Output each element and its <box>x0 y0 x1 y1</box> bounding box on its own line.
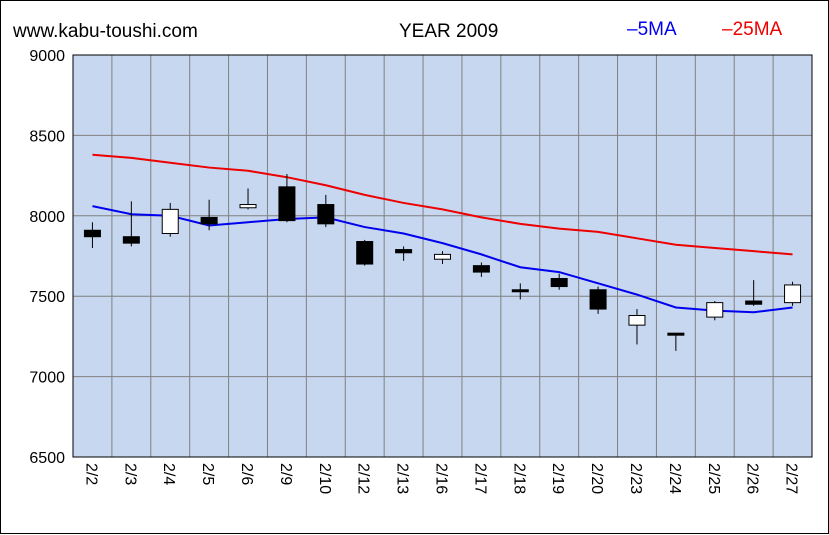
legend-entry-25ma: –25MA <box>722 19 783 40</box>
ma-line-25ma <box>92 153 793 256</box>
legend-entry-5ma: –5MA <box>627 19 677 40</box>
x-tick-label: 2/9 <box>277 463 294 485</box>
candle-body-up <box>784 284 802 304</box>
candle-body-down <box>356 241 374 265</box>
x-tick-label: 2/24 <box>666 463 683 494</box>
x-tick-label: 2/5 <box>199 463 216 485</box>
site-name: www.kabu-toushi.com <box>12 21 198 42</box>
candle-body-down <box>278 186 296 222</box>
candle-body-up <box>628 314 646 326</box>
candle-body-down <box>589 289 607 310</box>
candle-2/5 <box>200 199 218 231</box>
candle-2/6 <box>239 188 257 210</box>
candle-2/23 <box>628 309 646 345</box>
x-axis-labels: 2/2 2/3 2/4 2/5 2/6 2/9 2/10 2/12 2/13 2/16 2/17 2/… <box>82 463 799 494</box>
candle-2/24 <box>667 332 685 351</box>
candle-2/12 <box>356 239 374 266</box>
candle-body-down <box>200 216 218 225</box>
x-tick-label: 2/27 <box>783 463 800 494</box>
x-tick-label: 2/16 <box>433 463 450 494</box>
candle-body-up <box>161 208 179 234</box>
y-tick-label: 9000 <box>29 48 65 65</box>
candle-body-down <box>472 265 490 273</box>
candles <box>83 173 802 351</box>
candle-2/18 <box>511 283 529 300</box>
y-tick-label: 7000 <box>29 370 65 387</box>
y-tick-label: 6500 <box>29 450 65 467</box>
candle-body-down <box>317 204 335 225</box>
x-tick-label: 2/23 <box>627 463 644 494</box>
candle-body-down <box>745 300 763 305</box>
x-tick-label: 2/19 <box>549 463 566 494</box>
y-axis-labels: 9000 8500 8000 7500 7000 6500 <box>29 48 65 467</box>
x-tick-label: 2/26 <box>744 463 761 494</box>
candle-body-down <box>511 289 529 293</box>
candle-2/19 <box>550 273 568 290</box>
plot-border <box>72 54 813 458</box>
x-tick-label: 2/2 <box>82 463 99 485</box>
candle-body-down <box>122 236 140 244</box>
x-tick-label: 2/10 <box>316 463 333 494</box>
candle-2/3 <box>122 201 140 247</box>
candle-2/4 <box>161 202 179 237</box>
candle-2/2 <box>83 222 101 248</box>
x-tick-label: 2/25 <box>705 463 722 494</box>
x-tick-label: 2/12 <box>355 463 372 494</box>
y-tick-label: 8000 <box>29 209 65 226</box>
x-tick-label: 2/3 <box>121 463 138 485</box>
x-tick-label: 2/13 <box>394 463 411 494</box>
candle-2/9 <box>278 173 296 223</box>
x-tick-label: 2/18 <box>510 463 527 494</box>
x-tick-label: 2/20 <box>588 463 605 494</box>
grid-lines <box>73 54 812 458</box>
candle-2/25 <box>706 301 724 321</box>
y-tick-label: 8500 <box>29 128 65 145</box>
candle-2/17 <box>472 262 490 277</box>
legend: –5MA –25MA <box>627 19 783 40</box>
candle-2/20 <box>589 286 607 314</box>
candle-2/10 <box>317 194 335 228</box>
candle-body-up <box>239 204 257 209</box>
candle-2/27 <box>784 281 802 306</box>
candle-body-down <box>395 249 413 254</box>
candle-body-down <box>550 278 568 288</box>
x-tick-label: 2/17 <box>471 463 488 494</box>
candle-body-down <box>667 332 685 336</box>
x-tick-label: 2/6 <box>238 463 255 485</box>
x-tick-label: 2/4 <box>160 463 177 485</box>
candle-2/16 <box>434 251 451 265</box>
candle-2/26 <box>745 280 763 306</box>
candle-body-up <box>434 253 451 260</box>
candle-body-down <box>83 229 101 238</box>
candle-2/13 <box>395 246 413 261</box>
chart-title: YEAR 2009 <box>399 21 498 42</box>
y-tick-label: 7500 <box>29 289 65 306</box>
candle-body-up <box>706 302 724 318</box>
